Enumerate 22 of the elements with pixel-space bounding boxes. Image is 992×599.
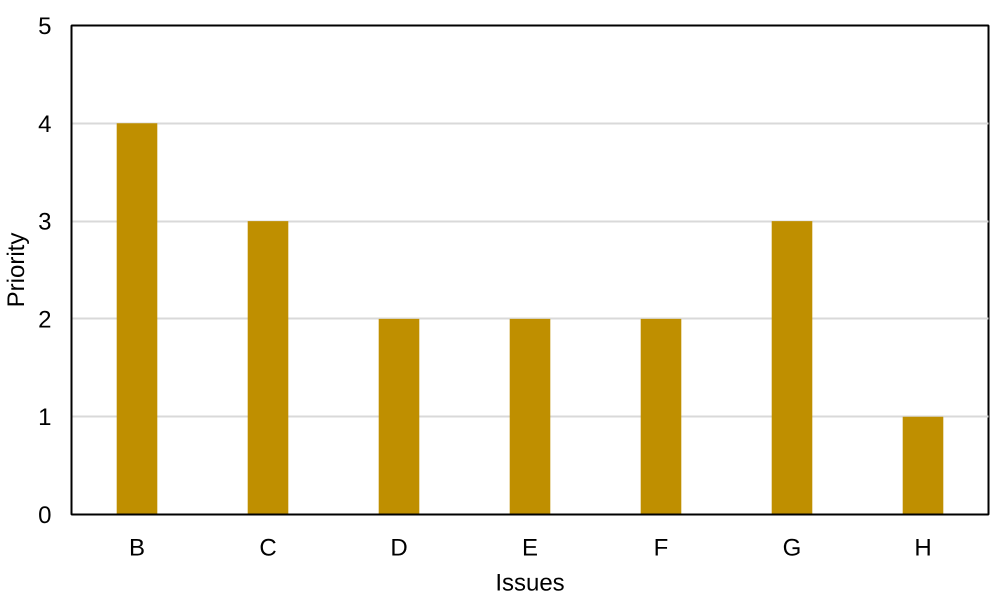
x-tick-label: F — [654, 534, 668, 562]
y-tick-label: 3 — [38, 208, 52, 236]
x-tick-label: B — [128, 534, 146, 562]
y-tick-label: 2 — [38, 306, 52, 334]
bar — [116, 123, 158, 514]
y-axis-title: Priority — [3, 232, 30, 308]
y-tick-label: 4 — [38, 110, 52, 138]
y-tick-label: 1 — [38, 404, 52, 432]
x-tick-label: C — [259, 534, 277, 562]
y-tick-label: 0 — [38, 502, 52, 529]
bar — [902, 416, 944, 514]
x-tick-label: E — [522, 534, 538, 562]
y-tick-label: 5 — [38, 13, 52, 40]
bar — [772, 221, 812, 514]
bar — [510, 318, 550, 514]
bar — [378, 318, 420, 514]
x-tick-label: D — [390, 534, 408, 562]
x-tick-label: G — [782, 534, 802, 562]
bar — [640, 318, 682, 514]
x-axis-title: Issues — [495, 570, 565, 596]
bar — [248, 221, 288, 514]
x-tick-label: H — [914, 534, 932, 562]
